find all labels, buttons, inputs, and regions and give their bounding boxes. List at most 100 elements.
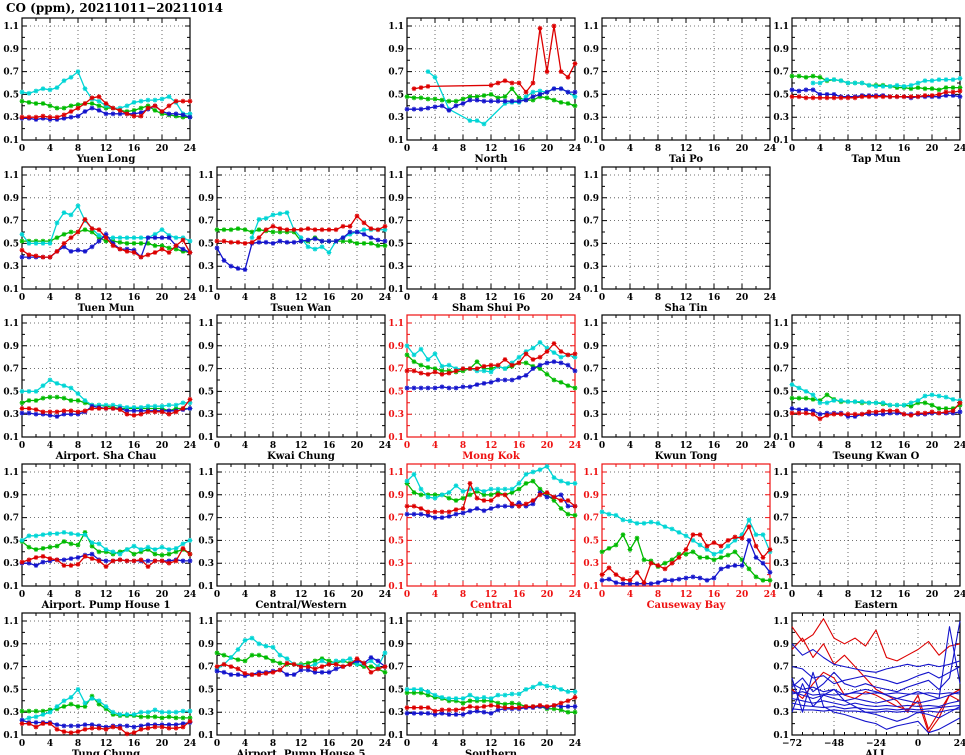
y-tick-label: 0.5 xyxy=(3,239,19,249)
x-tick-label: 12 xyxy=(870,144,883,154)
y-tick-label: 0.3 xyxy=(388,708,404,718)
x-tick-label: 24 xyxy=(184,441,197,451)
y-tick-label: 0.7 xyxy=(198,365,214,375)
plot-border xyxy=(21,314,191,438)
x-tick-label: 8 xyxy=(460,739,466,749)
y-tick-label: 0.3 xyxy=(583,113,599,123)
grid-lines xyxy=(22,18,190,140)
y-tick-label: 0.9 xyxy=(198,640,214,650)
y-tick-label: 0.3 xyxy=(3,410,19,420)
series-line-blue-8 xyxy=(791,708,961,713)
subplot-title: Eastern xyxy=(854,600,898,611)
x-tick-label: 24 xyxy=(379,293,392,303)
x-tick-label: 16 xyxy=(708,144,721,154)
series-markers-red xyxy=(599,524,773,585)
x-tick-label: 8 xyxy=(270,739,276,749)
x-tick-label: 12 xyxy=(100,293,113,303)
page-title: CO (ppm), 20211011−20211014 xyxy=(6,1,224,15)
series-line-red-2 xyxy=(791,637,961,730)
subplot-title: Airport. Pump House 5 xyxy=(235,749,365,755)
x-tick-label: 20 xyxy=(156,739,169,749)
series-markers-cyan xyxy=(404,681,578,701)
y-tick-label: 0.7 xyxy=(3,68,19,78)
x-tick-label: 12 xyxy=(870,441,883,451)
series-line-blue-9 xyxy=(791,683,961,722)
subplot-title: Southern xyxy=(465,749,518,755)
series-markers-blue xyxy=(404,359,578,391)
x-tick-label: 24 xyxy=(569,590,582,600)
y-tick-label: 0.7 xyxy=(3,365,19,375)
y-tick-label: 0.1 xyxy=(773,136,789,146)
y-tick-label: 0.1 xyxy=(773,433,789,443)
grid-lines xyxy=(22,613,190,735)
grid-lines xyxy=(602,18,770,140)
x-tick-label: 0 xyxy=(214,441,220,451)
y-tick-label: 0.1 xyxy=(198,433,214,443)
y-tick-label: 0.5 xyxy=(198,387,214,397)
y-tick-label: 0.5 xyxy=(773,387,789,397)
series-line-blue-7 xyxy=(791,702,961,711)
subplot-tung-chung: 0.1 0.3 0.5 0.7 0.9 1.1 0 4 8 12 16 20 24 Tung Chung xyxy=(3,612,196,755)
x-tick-label: 24 xyxy=(764,293,777,303)
subplot-tai-po: 0.1 0.3 0.5 0.7 0.9 1.1 0 4 8 12 16 20 24 Tai Po xyxy=(583,17,776,165)
subplot-kwai-chung: 0.1 0.3 0.5 0.7 0.9 1.1 0 4 8 12 16 20 24 Kwai Chung xyxy=(198,314,392,462)
x-tick-label: 0 xyxy=(599,441,605,451)
y-tick-label: 0.3 xyxy=(388,410,404,420)
grid-lines xyxy=(602,464,770,586)
x-tick-label: 16 xyxy=(128,441,141,451)
series-markers-red xyxy=(789,88,963,101)
y-tick-label: 0.1 xyxy=(388,433,404,443)
y-tick-label: 0.5 xyxy=(198,536,214,546)
series-markers-red xyxy=(789,400,963,422)
x-tick-label: 20 xyxy=(351,441,364,451)
series-line-blue-4 xyxy=(791,626,961,700)
y-tick-label: 0.1 xyxy=(773,582,789,592)
series-line-blue-10 xyxy=(791,671,961,734)
y-tick-label: 0.5 xyxy=(773,536,789,546)
x-tick-label: 4 xyxy=(627,441,633,451)
y-tick-label: 1.1 xyxy=(388,617,404,627)
x-tick-label: 24 xyxy=(569,739,582,749)
y-tick-label: 0.9 xyxy=(773,640,789,650)
y-tick-label: 0.1 xyxy=(388,285,404,295)
grid-lines xyxy=(407,18,575,140)
y-tick-label: 0.9 xyxy=(773,45,789,55)
y-tick-label: 1.1 xyxy=(583,171,599,181)
x-tick-label: 12 xyxy=(485,441,498,451)
x-tick-label: 20 xyxy=(156,441,169,451)
y-tick-label: 1.1 xyxy=(3,22,19,32)
y-tick-label: 0.9 xyxy=(3,45,19,55)
y-tick-label: 0.3 xyxy=(198,410,214,420)
x-tick-label: 24 xyxy=(379,441,392,451)
x-tick-label: 0 xyxy=(915,739,921,749)
x-tick-label: 0 xyxy=(404,739,410,749)
x-tick-label: 24 xyxy=(184,293,197,303)
series-markers-red xyxy=(214,656,388,677)
y-tick-label: 0.9 xyxy=(198,194,214,204)
series-line-cyan xyxy=(813,77,961,88)
plot-border xyxy=(406,463,576,587)
y-tick-label: 1.1 xyxy=(583,468,599,478)
x-tick-label: 24 xyxy=(954,441,965,451)
grid-lines xyxy=(22,167,190,289)
x-tick-label: 16 xyxy=(323,293,336,303)
y-tick-label: 0.9 xyxy=(3,194,19,204)
y-tick-label: 0.7 xyxy=(583,68,599,78)
y-tick-label: 1.1 xyxy=(773,22,789,32)
subplot-title: Kwun Tong xyxy=(655,451,718,462)
y-tick-label: 1.1 xyxy=(388,468,404,478)
y-tick-label: 0.3 xyxy=(198,708,214,718)
y-tick-label: 0.7 xyxy=(388,217,404,227)
x-tick-label: 16 xyxy=(708,590,721,600)
series-markers-cyan xyxy=(19,530,193,557)
y-tick-label: 0.5 xyxy=(3,685,19,695)
x-tick-label: 8 xyxy=(75,441,81,451)
x-tick-label: 24 xyxy=(379,590,392,600)
subplot-mong-kok: 0.1 0.3 0.5 0.7 0.9 1.1 0 4 8 12 16 20 24 Mong Kok xyxy=(388,314,581,462)
series-markers-cyan xyxy=(19,203,193,246)
x-tick-label: 12 xyxy=(680,590,693,600)
y-tick-label: 0.5 xyxy=(773,90,789,100)
x-tick-label: 16 xyxy=(513,293,526,303)
y-tick-label: 0.3 xyxy=(583,262,599,272)
y-tick-label: 0.7 xyxy=(583,217,599,227)
